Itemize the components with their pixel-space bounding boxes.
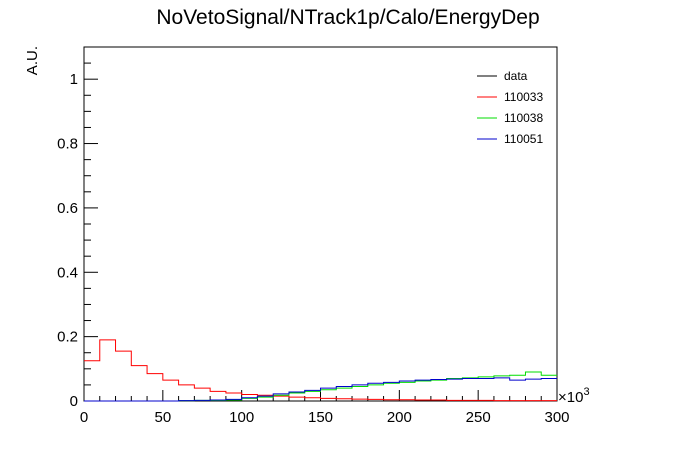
y-tick-label: 0.4 — [57, 264, 78, 281]
y-axis: 0 0.2 0.4 0.6 0.8 1 — [57, 46, 98, 410]
y-axis-label: A.U. — [24, 46, 41, 75]
series-110033-line — [84, 339, 557, 402]
x-tick-label: 250 — [466, 409, 491, 426]
x-tick-label: 50 — [154, 409, 171, 426]
legend: data 110033 110038 110051 — [477, 69, 543, 146]
y-tick-label: 0 — [70, 393, 78, 410]
legend-label: 110033 — [504, 90, 543, 104]
y-tick-label: 1 — [70, 71, 78, 88]
x-axis-multiplier: ×103 — [558, 386, 590, 406]
x-axis: 0 50 100 150 200 250 300 — [80, 390, 570, 426]
x-tick-label: 0 — [80, 409, 88, 426]
y-tick-label: 0.6 — [57, 200, 78, 217]
x-tick-label: 300 — [544, 409, 569, 426]
y-tick-label: 0.2 — [57, 329, 78, 346]
series-110051-line — [84, 377, 557, 402]
legend-label: 110051 — [504, 132, 543, 146]
series-layer — [84, 339, 557, 402]
plot-frame — [83, 46, 558, 402]
x-tick-label: 100 — [229, 409, 254, 426]
x-multiplier-base: ×10 — [558, 389, 583, 406]
chart-title: NoVetoSignal/NTrack1p/Calo/EnergyDep — [156, 6, 539, 29]
legend-label: data — [504, 69, 528, 83]
legend-label: 110038 — [504, 111, 543, 125]
x-tick-label: 150 — [308, 409, 333, 426]
x-tick-label: 200 — [387, 409, 412, 426]
x-multiplier-exponent: 3 — [583, 386, 589, 398]
y-tick-label: 0.8 — [57, 136, 78, 153]
